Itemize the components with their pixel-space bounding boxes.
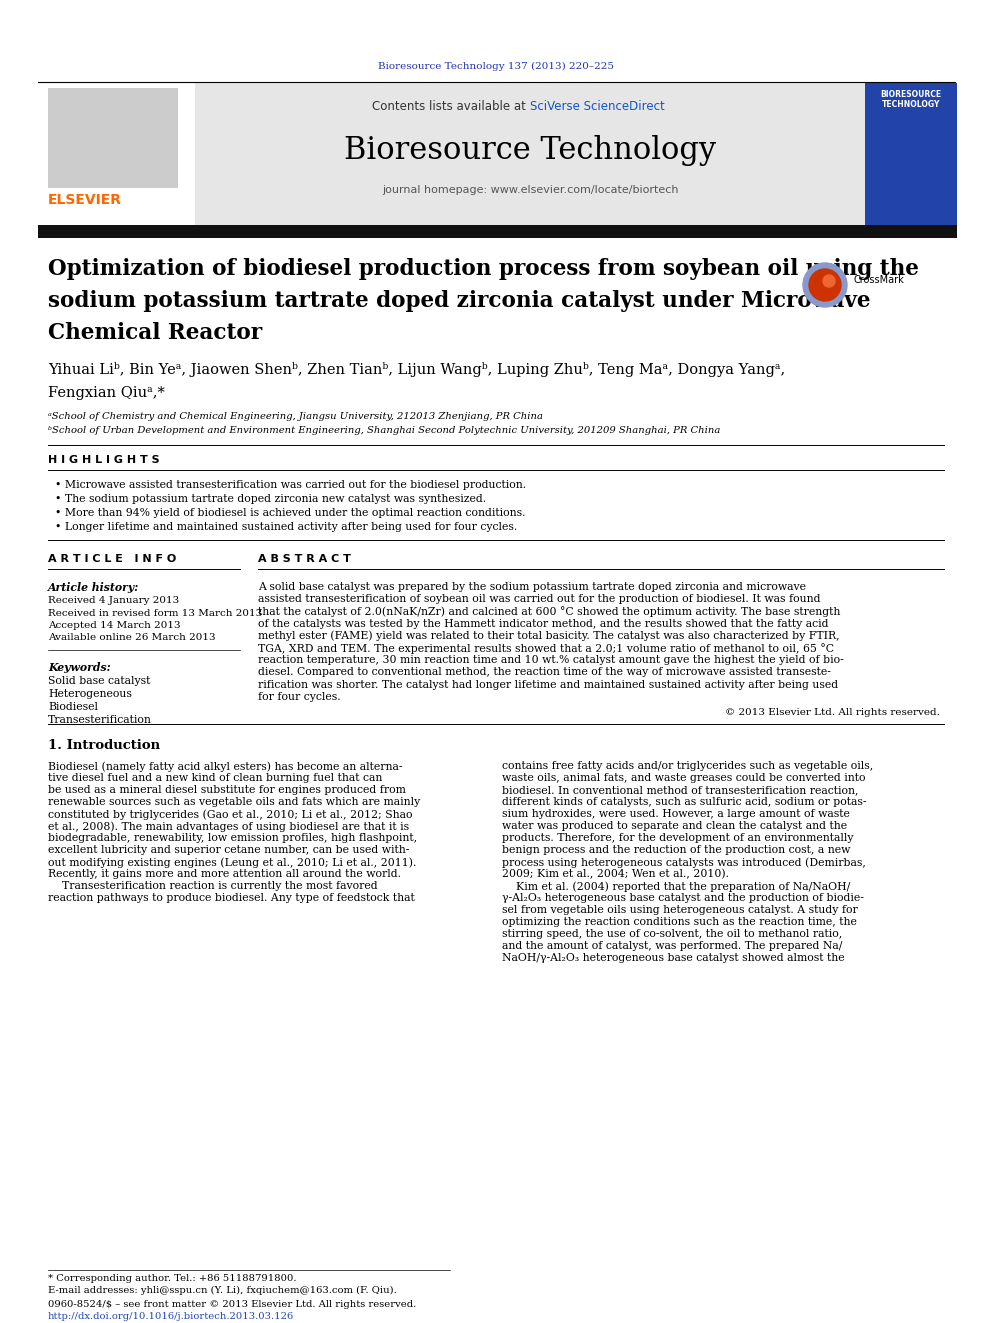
Text: rification was shorter. The catalyst had longer lifetime and maintained sustaine: rification was shorter. The catalyst had… [258, 680, 838, 689]
Text: optimizing the reaction conditions such as the reaction time, the: optimizing the reaction conditions such … [502, 917, 857, 927]
Text: diesel. Compared to conventional method, the reaction time of the way of microwa: diesel. Compared to conventional method,… [258, 667, 831, 677]
Text: Bioresource Technology 137 (2013) 220–225: Bioresource Technology 137 (2013) 220–22… [378, 62, 614, 71]
Text: A B S T R A C T: A B S T R A C T [258, 554, 351, 564]
Text: Yihuai Liᵇ, Bin Yeᵃ, Jiaowen Shenᵇ, Zhen Tianᵇ, Lijun Wangᵇ, Luping Zhuᵇ, Teng M: Yihuai Liᵇ, Bin Yeᵃ, Jiaowen Shenᵇ, Zhen… [48, 363, 786, 377]
Text: CrossMark: CrossMark [853, 275, 904, 284]
Text: process using heterogeneous catalysts was introduced (Demirbas,: process using heterogeneous catalysts wa… [502, 857, 866, 868]
Text: NaOH/γ-Al₂O₃ heterogeneous base catalyst showed almost the: NaOH/γ-Al₂O₃ heterogeneous base catalyst… [502, 953, 844, 963]
Text: excellent lubricity and superior cetane number, can be used with-: excellent lubricity and superior cetane … [48, 845, 410, 855]
Text: 1. Introduction: 1. Introduction [48, 740, 160, 751]
Text: Biodiesel (namely fatty acid alkyl esters) has become an alterna-: Biodiesel (namely fatty acid alkyl ester… [48, 761, 403, 771]
Text: BIORESOURCE
TECHNOLOGY: BIORESOURCE TECHNOLOGY [881, 90, 941, 110]
Circle shape [803, 263, 847, 307]
Text: Fengxian Qiuᵃ,*: Fengxian Qiuᵃ,* [48, 386, 165, 400]
Text: Received in revised form 13 March 2013: Received in revised form 13 March 2013 [48, 609, 262, 618]
Text: products. Therefore, for the development of an environmentally: products. Therefore, for the development… [502, 833, 853, 843]
Text: ELSEVIER: ELSEVIER [48, 193, 122, 206]
Text: tive diesel fuel and a new kind of clean burning fuel that can: tive diesel fuel and a new kind of clean… [48, 773, 382, 783]
Text: • The sodium potassium tartrate doped zirconia new catalyst was synthesized.: • The sodium potassium tartrate doped zi… [55, 493, 486, 504]
Text: Keywords:: Keywords: [48, 662, 111, 673]
Text: out modifying existing engines (Leung et al., 2010; Li et al., 2011).: out modifying existing engines (Leung et… [48, 857, 417, 868]
Text: renewable sources such as vegetable oils and fats which are mainly: renewable sources such as vegetable oils… [48, 796, 421, 807]
Text: and the amount of catalyst, was performed. The prepared Na/: and the amount of catalyst, was performe… [502, 941, 842, 951]
Text: for four cycles.: for four cycles. [258, 692, 340, 701]
Circle shape [823, 275, 835, 287]
Circle shape [809, 269, 841, 302]
Bar [195, 83, 865, 225]
Text: ᵃSchool of Chemistry and Chemical Engineering, Jiangsu University, 212013 Zhenji: ᵃSchool of Chemistry and Chemical Engine… [48, 411, 543, 421]
Text: waste oils, animal fats, and waste greases could be converted into: waste oils, animal fats, and waste greas… [502, 773, 865, 783]
Text: reaction pathways to produce biodiesel. Any type of feedstock that: reaction pathways to produce biodiesel. … [48, 893, 415, 904]
Text: Heterogeneous: Heterogeneous [48, 689, 132, 699]
Text: ᵇSchool of Urban Development and Environment Engineering, Shanghai Second Polyte: ᵇSchool of Urban Development and Environ… [48, 426, 720, 435]
Text: Accepted 14 March 2013: Accepted 14 March 2013 [48, 620, 181, 630]
Text: γ-Al₂O₃ heterogeneous base catalyst and the production of biodie-: γ-Al₂O₃ heterogeneous base catalyst and … [502, 893, 864, 904]
Text: http://dx.doi.org/10.1016/j.biortech.2013.03.126: http://dx.doi.org/10.1016/j.biortech.201… [48, 1312, 295, 1320]
Text: Transesterification: Transesterification [48, 714, 152, 725]
Text: Received 4 January 2013: Received 4 January 2013 [48, 595, 180, 605]
Text: Kim et al. (2004) reported that the preparation of Na/NaOH/: Kim et al. (2004) reported that the prep… [502, 881, 850, 892]
Text: Contents lists available at: Contents lists available at [372, 101, 530, 112]
Text: • Microwave assisted transesterification was carried out for the biodiesel produ: • Microwave assisted transesterification… [55, 480, 526, 490]
Text: constituted by triglycerides (Gao et al., 2010; Li et al., 2012; Shao: constituted by triglycerides (Gao et al.… [48, 808, 413, 819]
Bar [38, 83, 195, 225]
Text: TGA, XRD and TEM. The experimental results showed that a 2.0;1 volume ratio of m: TGA, XRD and TEM. The experimental resul… [258, 643, 834, 654]
Text: that the catalyst of 2.0(nNaK/nZr) and calcined at 600 °C showed the optimum act: that the catalyst of 2.0(nNaK/nZr) and c… [258, 606, 840, 618]
Text: biodiesel. In conventional method of transesterification reaction,: biodiesel. In conventional method of tra… [502, 785, 858, 795]
Text: sium hydroxides, were used. However, a large amount of waste: sium hydroxides, were used. However, a l… [502, 808, 850, 819]
Text: of the catalysts was tested by the Hammett indicator method, and the results sho: of the catalysts was tested by the Hamme… [258, 619, 828, 628]
Text: Bioresource Technology: Bioresource Technology [344, 135, 716, 165]
Bar [38, 225, 957, 238]
Text: • Longer lifetime and maintained sustained activity after being used for four cy: • Longer lifetime and maintained sustain… [55, 523, 517, 532]
Text: assisted transesterification of soybean oil was carried out for the production o: assisted transesterification of soybean … [258, 594, 820, 605]
Text: H I G H L I G H T S: H I G H L I G H T S [48, 455, 160, 464]
Text: water was produced to separate and clean the catalyst and the: water was produced to separate and clean… [502, 822, 847, 831]
Text: sel from vegetable oils using heterogeneous catalyst. A study for: sel from vegetable oils using heterogene… [502, 905, 858, 916]
Text: E-mail addresses: yhli@sspu.cn (Y. Li), fxqiuchem@163.com (F. Qiu).: E-mail addresses: yhli@sspu.cn (Y. Li), … [48, 1286, 397, 1295]
Text: Transesterification reaction is currently the most favored: Transesterification reaction is currentl… [48, 881, 378, 890]
Text: reaction temperature, 30 min reaction time and 10 wt.% catalyst amount gave the : reaction temperature, 30 min reaction ti… [258, 655, 844, 665]
Text: Biodiesel: Biodiesel [48, 703, 98, 712]
Text: biodegradable, renewability, low emission profiles, high flashpoint,: biodegradable, renewability, low emissio… [48, 833, 417, 843]
Text: Chemical Reactor: Chemical Reactor [48, 321, 262, 344]
Text: Available online 26 March 2013: Available online 26 March 2013 [48, 634, 215, 643]
Text: * Corresponding author. Tel.: +86 51188791800.: * Corresponding author. Tel.: +86 511887… [48, 1274, 297, 1283]
Text: • More than 94% yield of biodiesel is achieved under the optimal reaction condit: • More than 94% yield of biodiesel is ac… [55, 508, 526, 519]
Text: A solid base catalyst was prepared by the sodium potassium tartrate doped zircon: A solid base catalyst was prepared by th… [258, 582, 806, 591]
Text: benign process and the reduction of the production cost, a new: benign process and the reduction of the … [502, 845, 850, 855]
Text: stirring speed, the use of co-solvent, the oil to methanol ratio,: stirring speed, the use of co-solvent, t… [502, 929, 842, 939]
Text: Article history:: Article history: [48, 582, 139, 593]
Text: © 2013 Elsevier Ltd. All rights reserved.: © 2013 Elsevier Ltd. All rights reserved… [725, 708, 940, 717]
Text: contains free fatty acids and/or triglycerides such as vegetable oils,: contains free fatty acids and/or triglyc… [502, 761, 873, 771]
Text: methyl ester (FAME) yield was related to their total basicity. The catalyst was : methyl ester (FAME) yield was related to… [258, 631, 839, 642]
Text: Solid base catalyst: Solid base catalyst [48, 676, 151, 687]
Text: 0960-8524/$ – see front matter © 2013 Elsevier Ltd. All rights reserved.: 0960-8524/$ – see front matter © 2013 El… [48, 1301, 417, 1308]
Bar [865, 83, 957, 225]
Text: be used as a mineral diesel substitute for engines produced from: be used as a mineral diesel substitute f… [48, 785, 406, 795]
Text: different kinds of catalysts, such as sulfuric acid, sodium or potas-: different kinds of catalysts, such as su… [502, 796, 866, 807]
Text: SciVerse ScienceDirect: SciVerse ScienceDirect [530, 101, 665, 112]
Text: sodium potassium tartrate doped zirconia catalyst under Microwave: sodium potassium tartrate doped zirconia… [48, 290, 871, 312]
Text: 2009; Kim et al., 2004; Wen et al., 2010).: 2009; Kim et al., 2004; Wen et al., 2010… [502, 869, 729, 880]
Text: A R T I C L E   I N F O: A R T I C L E I N F O [48, 554, 177, 564]
Bar [48, 89, 178, 188]
Text: Optimization of biodiesel production process from soybean oil using the: Optimization of biodiesel production pro… [48, 258, 919, 280]
Text: Recently, it gains more and more attention all around the world.: Recently, it gains more and more attenti… [48, 869, 401, 878]
Text: et al., 2008). The main advantages of using biodiesel are that it is: et al., 2008). The main advantages of us… [48, 822, 409, 832]
Text: journal homepage: www.elsevier.com/locate/biortech: journal homepage: www.elsevier.com/locat… [382, 185, 679, 194]
